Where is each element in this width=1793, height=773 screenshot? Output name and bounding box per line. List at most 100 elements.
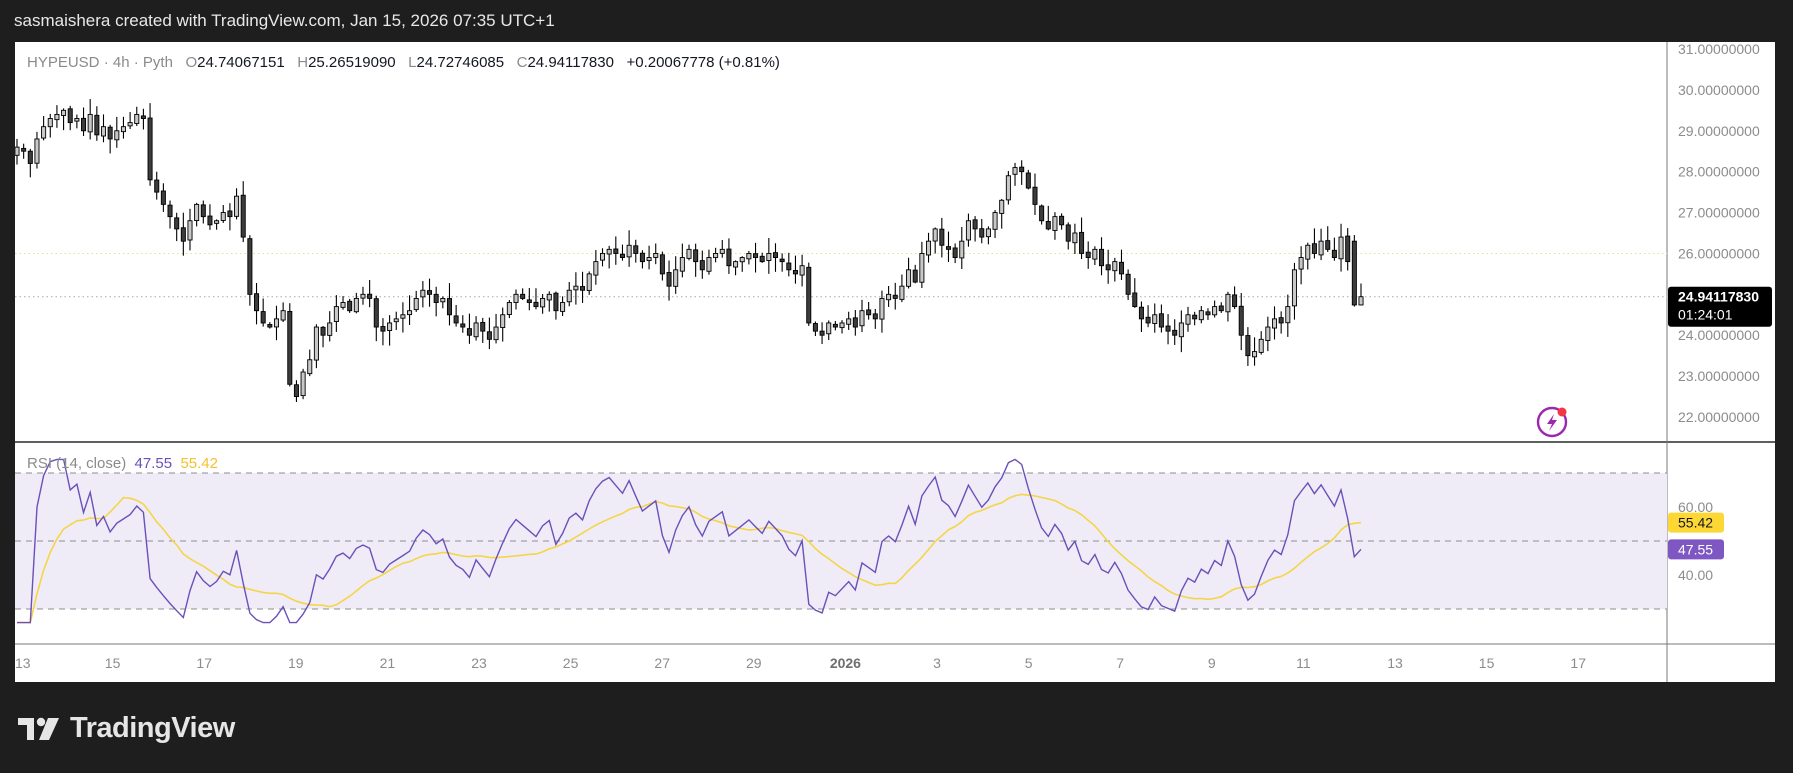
open-label: O (185, 54, 198, 71)
candle (573, 285, 579, 291)
candle (786, 262, 792, 271)
candle (666, 272, 672, 287)
candle (932, 228, 938, 242)
tradingview-logo[interactable]: TradingView (18, 712, 235, 745)
candle (706, 257, 712, 272)
rsi-indicator-name[interactable]: RSI (14, close) (27, 455, 127, 472)
candle (486, 331, 492, 340)
candle (792, 270, 798, 275)
candle (1205, 311, 1211, 316)
interval-label[interactable]: 4h (112, 54, 130, 71)
candle (992, 212, 998, 230)
open-value: 24.74067151 (197, 54, 285, 71)
close-label: C (516, 54, 528, 71)
candle (1125, 273, 1131, 295)
candle (480, 321, 486, 332)
low-value: 24.72746085 (416, 54, 505, 71)
rsi-legend: RSI (14, close) 47.55 55.42 (27, 455, 218, 472)
candle (832, 323, 838, 328)
candle (287, 310, 293, 385)
candle (606, 248, 612, 255)
candle (440, 297, 446, 303)
candle (613, 248, 619, 254)
candle (1198, 310, 1204, 321)
lightning-alert-icon[interactable] (1536, 406, 1568, 438)
candle (227, 210, 233, 218)
candle (347, 300, 353, 312)
candle (81, 117, 87, 132)
candle (1085, 251, 1091, 258)
candle (912, 269, 918, 283)
time-axis-label: 19 (288, 655, 304, 671)
candle (134, 113, 140, 124)
candle (114, 130, 120, 141)
candle (852, 317, 858, 328)
candle (859, 310, 865, 327)
candle (200, 204, 206, 218)
candle (1298, 257, 1304, 270)
candle (340, 302, 346, 308)
candle (1245, 335, 1251, 357)
candle (147, 117, 153, 181)
rsi-ma-line (17, 493, 1362, 624)
candle (1311, 243, 1317, 254)
candle (979, 228, 985, 238)
candle (320, 326, 326, 336)
candle (1032, 186, 1038, 205)
candle (1212, 306, 1218, 316)
candle (466, 328, 472, 336)
candle (560, 302, 566, 312)
bar-countdown: 01:24:01 (1678, 307, 1733, 323)
rsi-value-badge-value: 47.55 (1678, 541, 1713, 557)
time-axis-label: 15 (1479, 655, 1495, 671)
candle (593, 261, 599, 276)
candle (1325, 240, 1331, 250)
candle (619, 253, 625, 258)
candle (999, 199, 1005, 214)
price-axis-label: 31.00000000 (1678, 42, 1760, 57)
last-price-badge (1668, 286, 1772, 327)
candle (373, 298, 379, 328)
chart-canvas[interactable]: 31.00000000 30.00000000 29.00000000 28.0000… (15, 42, 1775, 682)
candle (1331, 249, 1337, 258)
rsi-ma-badge-value: 55.42 (1678, 515, 1713, 531)
candle (1145, 316, 1151, 324)
candle (766, 252, 772, 261)
chart-panel[interactable]: 31.00000000 30.00000000 29.00000000 28.0000… (15, 42, 1775, 682)
time-axis-label: 3 (933, 655, 941, 671)
candle (420, 289, 426, 298)
candle (1238, 305, 1244, 336)
candle (307, 359, 313, 375)
time-axis-label: 17 (196, 655, 212, 671)
candle (520, 293, 526, 299)
candle (34, 138, 40, 164)
candle (180, 227, 186, 242)
candle (1138, 306, 1144, 320)
time-axis-label: 25 (563, 655, 579, 671)
source-label: Pyth (142, 54, 173, 71)
candle (47, 118, 53, 128)
time-axis-label: 23 (471, 655, 487, 671)
candle (433, 293, 439, 303)
candle (633, 245, 639, 254)
candle (1291, 269, 1297, 307)
candle (1318, 240, 1324, 256)
symbol-name[interactable]: HYPEUSD (27, 54, 100, 71)
candle (74, 118, 80, 122)
candle (580, 286, 586, 291)
candle (207, 215, 213, 226)
candle (599, 252, 606, 261)
tradingview-brand-text: TradingView (70, 712, 235, 744)
candle (1271, 318, 1278, 329)
candle (1305, 244, 1311, 260)
candle (639, 252, 645, 263)
candle (566, 289, 572, 303)
price-axis-label: 26.00000000 (1678, 245, 1760, 261)
candle (1079, 231, 1085, 254)
candle (460, 323, 466, 328)
candle (806, 266, 812, 324)
candle (500, 314, 506, 329)
candle (779, 258, 785, 263)
candle (819, 330, 825, 336)
candle (107, 126, 113, 140)
